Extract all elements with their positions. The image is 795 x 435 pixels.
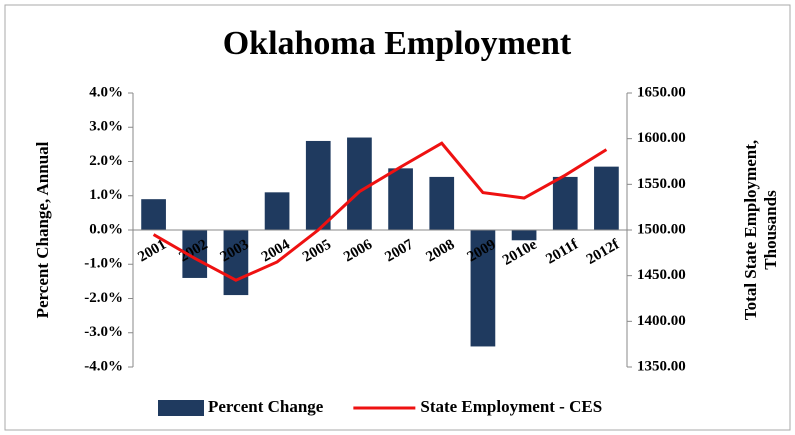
y2-axis-label: Thousands (761, 190, 780, 270)
y2-tick-label: 1550.00 (637, 176, 686, 192)
legend-label: Percent Change (208, 397, 324, 416)
y-tick-label: 3.0% (89, 119, 123, 135)
y2-tick-label: 1650.00 (637, 84, 686, 100)
bar (223, 230, 249, 296)
y2-tick-label: 1350.00 (637, 358, 686, 374)
bar (388, 168, 413, 230)
bar (594, 166, 619, 230)
bar (429, 176, 455, 230)
bar (264, 192, 290, 230)
bar (511, 230, 537, 241)
y2-tick-label: 1500.00 (637, 221, 686, 237)
bar (347, 137, 372, 230)
y-tick-label: -1.0% (84, 256, 123, 272)
bar (552, 176, 578, 230)
y2-tick-label: 1600.00 (637, 130, 686, 146)
chart-title: Oklahoma Employment (223, 25, 572, 62)
bar (305, 140, 331, 230)
y-tick-label: -4.0% (84, 358, 123, 374)
legend-label: State Employment - CES (420, 397, 602, 416)
y2-tick-label: 1400.00 (637, 313, 686, 329)
line (152, 141, 608, 282)
y-tick-label: 2.0% (89, 153, 123, 169)
bar (470, 230, 496, 347)
y-tick-label: 0.0% (89, 221, 123, 237)
bar (141, 199, 166, 230)
y-tick-label: -2.0% (84, 290, 123, 306)
y-axis-label: Percent Change, Annual (33, 141, 52, 318)
y-tick-label: 4.0% (89, 84, 123, 100)
y-tick-label: 1.0% (89, 187, 123, 203)
y2-axis-label: Total State Employment, (741, 140, 760, 320)
y2-tick-label: 1450.00 (637, 267, 686, 283)
legend-swatch (158, 400, 204, 416)
y-tick-label: -3.0% (84, 324, 123, 340)
